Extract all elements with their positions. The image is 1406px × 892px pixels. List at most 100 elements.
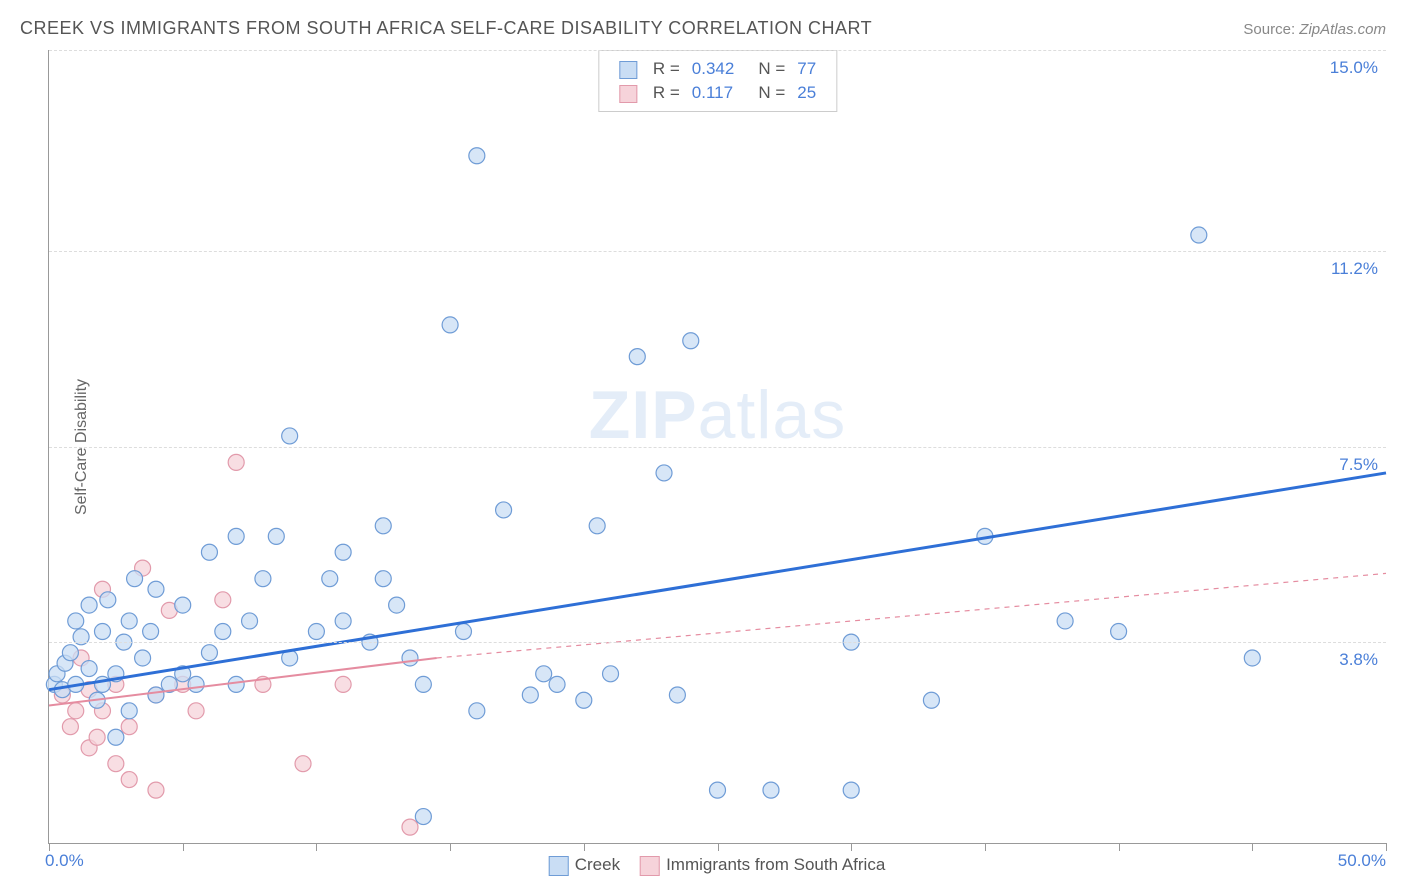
- legend-item-a: Creek: [549, 855, 620, 876]
- data-point: [215, 592, 231, 608]
- data-point: [242, 613, 258, 629]
- series-legend: Creek Immigrants from South Africa: [549, 855, 886, 876]
- trendline-b-dash: [437, 573, 1386, 658]
- chart-title: CREEK VS IMMIGRANTS FROM SOUTH AFRICA SE…: [20, 18, 872, 39]
- data-point: [415, 676, 431, 692]
- chart-header: CREEK VS IMMIGRANTS FROM SOUTH AFRICA SE…: [20, 18, 1386, 39]
- data-point: [81, 661, 97, 677]
- data-point: [89, 729, 105, 745]
- legend-label-a: Creek: [575, 855, 620, 874]
- data-point: [335, 613, 351, 629]
- data-point: [94, 624, 110, 640]
- data-point: [415, 809, 431, 825]
- data-point: [228, 528, 244, 544]
- gridline: [49, 50, 1386, 51]
- data-point: [402, 819, 418, 835]
- legend-label-b: Immigrants from South Africa: [666, 855, 885, 874]
- gridline: [49, 447, 1386, 448]
- data-point: [148, 687, 164, 703]
- data-point: [1057, 613, 1073, 629]
- data-point: [629, 349, 645, 365]
- data-point: [108, 729, 124, 745]
- x-tick: [183, 843, 184, 851]
- data-point: [710, 782, 726, 798]
- data-point: [135, 650, 151, 666]
- data-point: [576, 692, 592, 708]
- trendline-a: [49, 473, 1386, 690]
- data-point: [255, 571, 271, 587]
- x-tick: [316, 843, 317, 851]
- x-tick: [584, 843, 585, 851]
- data-point: [389, 597, 405, 613]
- gridline: [49, 642, 1386, 643]
- data-point: [188, 703, 204, 719]
- gridline: [49, 251, 1386, 252]
- data-point: [1111, 624, 1127, 640]
- data-point: [843, 782, 859, 798]
- stats-n-label-b: N =: [752, 81, 791, 105]
- data-point: [121, 772, 137, 788]
- y-tick-label: 3.8%: [1339, 650, 1378, 670]
- data-point: [402, 650, 418, 666]
- plot-area: Self-Care Disability ZIPatlas R = 0.342 …: [48, 50, 1386, 844]
- data-point: [496, 502, 512, 518]
- data-point: [1191, 227, 1207, 243]
- data-point: [188, 676, 204, 692]
- data-point: [121, 703, 137, 719]
- x-tick: [450, 843, 451, 851]
- data-point: [228, 676, 244, 692]
- x-tick: [1386, 843, 1387, 851]
- stats-r-value-a: 0.342: [686, 57, 741, 81]
- x-tick: [851, 843, 852, 851]
- data-point: [295, 756, 311, 772]
- x-tick: [985, 843, 986, 851]
- stats-row-a: R = 0.342 N = 77: [613, 57, 822, 81]
- source-label: Source:: [1243, 21, 1295, 38]
- stats-r-label-a: R =: [647, 57, 686, 81]
- data-point: [121, 613, 137, 629]
- data-point: [148, 782, 164, 798]
- legend-swatch-b: [640, 856, 660, 876]
- data-point: [469, 703, 485, 719]
- stats-row-b: R = 0.117 N = 25: [613, 81, 822, 105]
- x-max-label: 50.0%: [1338, 851, 1386, 871]
- data-point: [589, 518, 605, 534]
- scatter-plot: ZIPatlas R = 0.342 N = 77 R = 0.117: [48, 50, 1386, 844]
- data-point: [1244, 650, 1260, 666]
- data-point: [127, 571, 143, 587]
- x-tick: [1252, 843, 1253, 851]
- stats-n-value-b: 25: [791, 81, 822, 105]
- stats-n-label-a: N =: [752, 57, 791, 81]
- x-tick: [1119, 843, 1120, 851]
- data-point: [375, 571, 391, 587]
- data-point: [322, 571, 338, 587]
- x-min-label: 0.0%: [45, 851, 84, 871]
- data-point: [215, 624, 231, 640]
- data-point: [100, 592, 116, 608]
- data-point: [81, 597, 97, 613]
- stats-r-label-b: R =: [647, 81, 686, 105]
- data-point: [683, 333, 699, 349]
- data-point: [68, 613, 84, 629]
- data-point: [121, 719, 137, 735]
- data-point: [656, 465, 672, 481]
- data-point: [282, 428, 298, 444]
- data-point: [201, 645, 217, 661]
- data-point: [522, 687, 538, 703]
- data-point: [549, 676, 565, 692]
- legend-swatch-a: [549, 856, 569, 876]
- x-tick: [718, 843, 719, 851]
- data-point: [108, 756, 124, 772]
- stats-swatch-a: [619, 61, 637, 79]
- chart-source: Source: ZipAtlas.com: [1243, 21, 1386, 38]
- data-point: [335, 676, 351, 692]
- data-point: [308, 624, 324, 640]
- stats-swatch-b: [619, 85, 637, 103]
- data-point: [175, 597, 191, 613]
- y-tick-label: 15.0%: [1330, 58, 1378, 78]
- stats-r-value-b: 0.117: [686, 81, 741, 105]
- data-point: [669, 687, 685, 703]
- stats-legend: R = 0.342 N = 77 R = 0.117 N = 25: [598, 50, 837, 112]
- data-point: [143, 624, 159, 640]
- data-point: [268, 528, 284, 544]
